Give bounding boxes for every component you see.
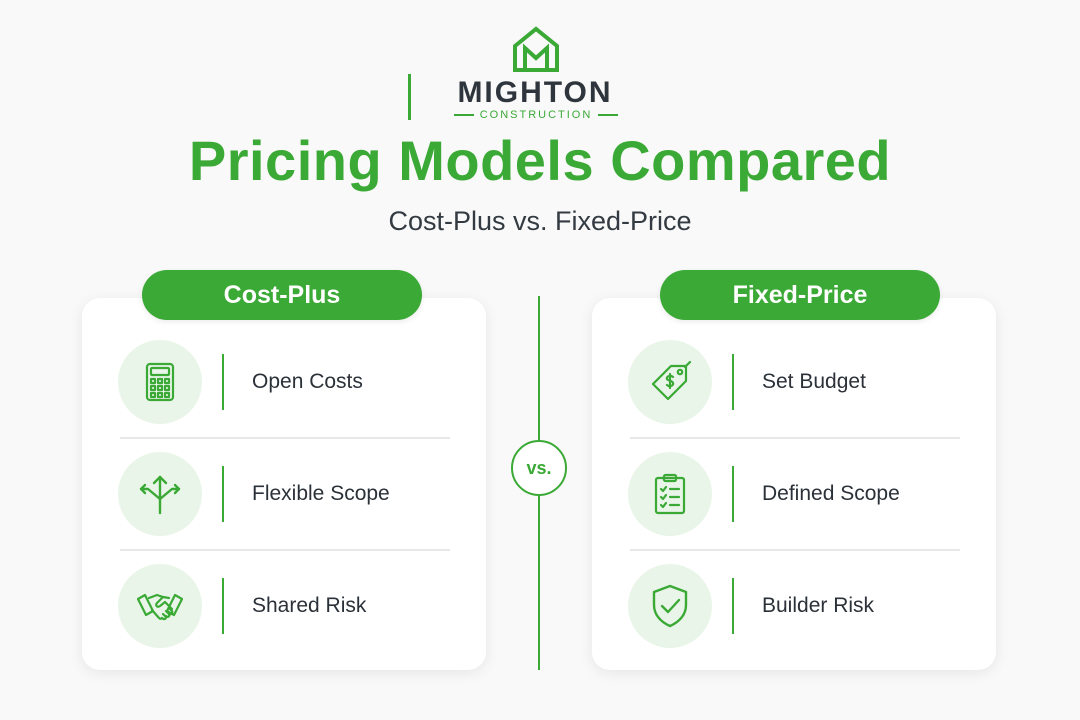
item-label: Flexible Scope: [252, 482, 390, 505]
cost-plus-card: Open Costs Flexible Scope: [82, 298, 486, 670]
branching-arrows-icon: [139, 475, 181, 515]
icon-badge: [118, 340, 202, 424]
item-label: Shared Risk: [252, 594, 367, 617]
item-label: Builder Risk: [762, 594, 875, 617]
house-logo-icon: [513, 26, 559, 72]
list-item: Defined Scope: [628, 438, 960, 550]
list-item: Open Costs: [118, 326, 450, 438]
item-separator: [732, 466, 734, 522]
vs-badge: vs.: [511, 440, 567, 496]
row-divider: [120, 437, 450, 439]
icon-badge: [628, 340, 712, 424]
list-item: Shared Risk: [118, 550, 450, 662]
handshake-icon: [136, 593, 184, 621]
fixed-price-card: Set Budget Defined Scope: [592, 298, 996, 670]
clipboard-checklist-icon: [654, 473, 686, 515]
brand-name: MIGHTON: [457, 76, 613, 109]
item-label: Set Budget: [762, 370, 866, 393]
tagline-rule-left: [453, 114, 474, 116]
row-divider: [630, 549, 960, 551]
item-label: Open Costs: [252, 370, 363, 393]
list-item: Builder Risk: [628, 550, 960, 662]
item-separator: [732, 354, 734, 410]
brand-tagline-row: CONSTRUCTION: [448, 107, 624, 123]
cost-plus-heading: Cost-Plus: [142, 270, 422, 320]
row-divider: [630, 437, 960, 439]
icon-badge: [118, 564, 202, 648]
item-separator: [222, 466, 224, 522]
item-label: Defined Scope: [762, 482, 900, 505]
item-separator: [222, 578, 224, 634]
vs-divider-bottom: [538, 496, 540, 670]
list-item: Flexible Scope: [118, 438, 450, 550]
fixed-price-heading: Fixed-Price: [660, 270, 940, 320]
page-title: Pricing Models Compared: [188, 129, 892, 192]
tagline-rule-right: [598, 114, 619, 116]
logo-accent-bar: [408, 74, 411, 120]
list-item: Set Budget: [628, 326, 960, 438]
shield-check-icon: [652, 584, 688, 628]
brand-tagline: CONSTRUCTION: [479, 109, 593, 121]
item-separator: [222, 354, 224, 410]
icon-badge: [628, 452, 712, 536]
page-subtitle: Cost-Plus vs. Fixed-Price: [388, 206, 692, 236]
icon-badge: [118, 452, 202, 536]
item-separator: [732, 578, 734, 634]
calculator-icon: [145, 362, 175, 402]
vs-divider-top: [538, 296, 540, 440]
row-divider: [120, 549, 450, 551]
icon-badge: [628, 564, 712, 648]
price-tag-icon: [651, 360, 692, 401]
